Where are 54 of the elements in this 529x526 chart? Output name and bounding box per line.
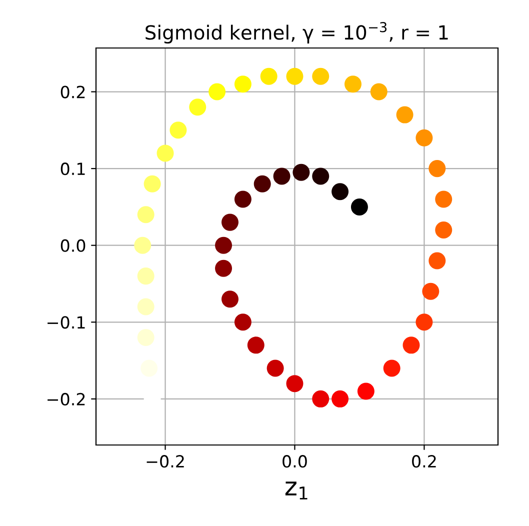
point bbox=[312, 68, 330, 85]
y-tick-label: −0.1 bbox=[48, 316, 85, 329]
y-tick-label: 0.0 bbox=[60, 239, 86, 252]
point bbox=[416, 314, 433, 331]
point bbox=[350, 198, 368, 216]
point bbox=[234, 190, 252, 208]
point bbox=[254, 175, 271, 192]
point bbox=[416, 129, 433, 146]
y-tick-label: 0.2 bbox=[60, 86, 85, 98]
point bbox=[170, 122, 187, 139]
point bbox=[234, 76, 252, 93]
point bbox=[332, 390, 349, 408]
point bbox=[344, 76, 362, 93]
point bbox=[215, 236, 232, 254]
point bbox=[156, 144, 174, 162]
point bbox=[312, 168, 330, 185]
point bbox=[286, 375, 304, 392]
point bbox=[422, 282, 440, 300]
x-axis-title: z$_{1}$ bbox=[285, 482, 308, 500]
point bbox=[137, 268, 154, 285]
point bbox=[383, 360, 400, 377]
point bbox=[189, 98, 206, 116]
point bbox=[370, 83, 388, 100]
y-tick-label: −0.2 bbox=[48, 392, 85, 406]
point bbox=[286, 68, 304, 85]
y-tick-label: 0.1 bbox=[60, 162, 85, 176]
point bbox=[208, 83, 226, 100]
point bbox=[137, 298, 154, 316]
point bbox=[137, 206, 154, 224]
point bbox=[137, 328, 154, 346]
point bbox=[292, 164, 310, 181]
point bbox=[312, 390, 330, 408]
point bbox=[428, 160, 446, 178]
point bbox=[273, 168, 290, 185]
point bbox=[402, 336, 420, 354]
point bbox=[357, 382, 374, 400]
point bbox=[396, 106, 414, 124]
point bbox=[134, 236, 152, 254]
x-tick-label: 0.0 bbox=[282, 455, 307, 468]
chart-title: Sigmoid kernel, γ = 10$^{−3}$, r = 1 bbox=[146, 22, 448, 44]
point bbox=[266, 360, 284, 377]
point bbox=[247, 336, 264, 354]
point bbox=[234, 314, 252, 331]
point bbox=[332, 183, 349, 200]
point bbox=[435, 221, 452, 238]
x-tick-label: −0.2 bbox=[146, 455, 184, 468]
point bbox=[221, 214, 239, 231]
point bbox=[221, 290, 239, 308]
point bbox=[144, 175, 161, 192]
point bbox=[260, 68, 278, 85]
point bbox=[215, 260, 232, 277]
point bbox=[428, 252, 446, 270]
point bbox=[435, 190, 452, 208]
x-tick-label: 0.2 bbox=[412, 455, 436, 468]
